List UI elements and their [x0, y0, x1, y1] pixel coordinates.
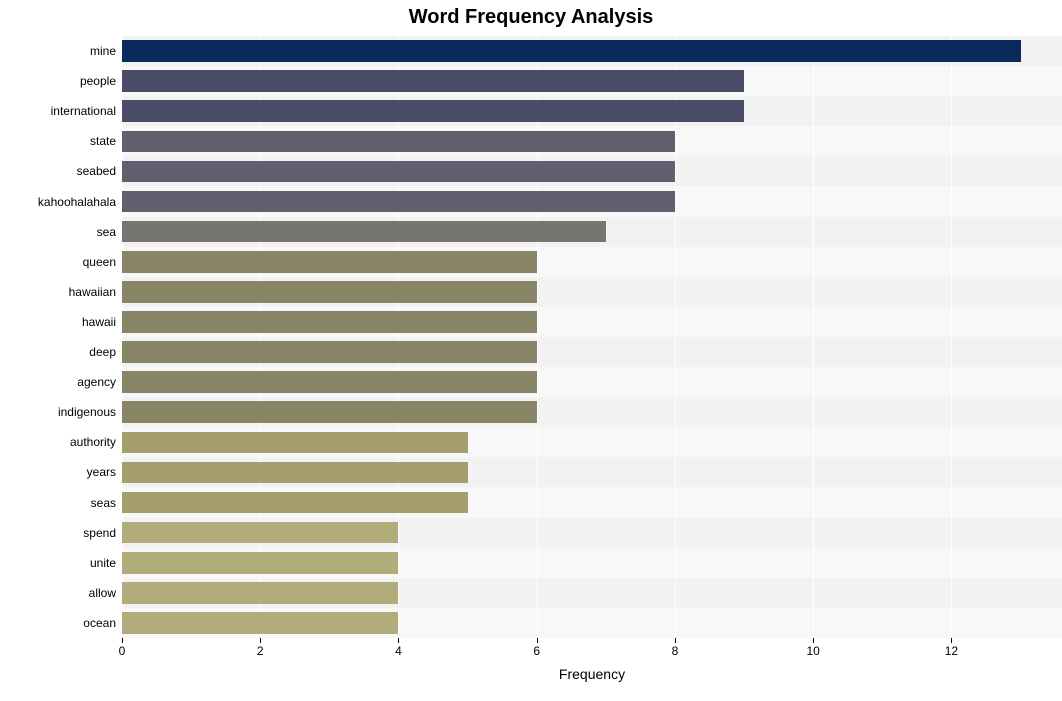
bar — [122, 552, 398, 574]
x-tick-label: 4 — [395, 644, 402, 658]
bar — [122, 401, 537, 423]
y-tick-label: hawaii — [82, 315, 122, 329]
y-tick-label: kahoohalahala — [38, 195, 122, 209]
y-tick-label: people — [80, 74, 122, 88]
y-tick-label: sea — [97, 225, 122, 239]
chart-container: Word Frequency Analysis Frequency 024681… — [0, 0, 1062, 701]
y-tick-label: hawaiian — [69, 285, 122, 299]
y-tick-label: authority — [70, 435, 122, 449]
bar — [122, 462, 468, 484]
x-tick-mark — [537, 638, 538, 643]
bar — [122, 251, 537, 273]
bar — [122, 191, 675, 213]
gridline — [398, 36, 399, 638]
y-tick-label: spend — [83, 526, 122, 540]
gridline — [122, 36, 123, 638]
bar — [122, 281, 537, 303]
gridline — [675, 36, 676, 638]
gridline — [260, 36, 261, 638]
x-axis-label: Frequency — [559, 666, 625, 682]
chart-title: Word Frequency Analysis — [0, 6, 1062, 29]
x-tick-label: 12 — [945, 644, 958, 658]
bar — [122, 371, 537, 393]
y-tick-label: seabed — [77, 164, 122, 178]
bar — [122, 131, 675, 153]
x-tick-mark — [813, 638, 814, 643]
x-tick-mark — [122, 638, 123, 643]
x-tick-mark — [675, 638, 676, 643]
bar — [122, 432, 468, 454]
y-tick-label: seas — [91, 496, 122, 510]
y-tick-label: international — [51, 104, 122, 118]
y-tick-label: queen — [83, 255, 122, 269]
bar — [122, 492, 468, 514]
y-tick-label: mine — [90, 44, 122, 58]
x-tick-mark — [951, 638, 952, 643]
bar — [122, 341, 537, 363]
gridline — [537, 36, 538, 638]
y-tick-label: allow — [89, 586, 122, 600]
y-tick-label: deep — [89, 345, 122, 359]
bar — [122, 522, 398, 544]
x-tick-mark — [260, 638, 261, 643]
bar — [122, 40, 1021, 62]
x-tick-label: 10 — [806, 644, 819, 658]
x-tick-label: 0 — [119, 644, 126, 658]
bar — [122, 161, 675, 183]
y-tick-label: unite — [90, 556, 122, 570]
x-tick-label: 8 — [672, 644, 679, 658]
bar — [122, 311, 537, 333]
x-tick-label: 6 — [533, 644, 540, 658]
y-tick-label: state — [90, 134, 122, 148]
plot-area: Frequency 024681012minepeopleinternation… — [122, 36, 1062, 638]
x-tick-label: 2 — [257, 644, 264, 658]
y-tick-label: agency — [77, 375, 122, 389]
gridline — [951, 36, 952, 638]
gridline — [813, 36, 814, 638]
bar — [122, 612, 398, 634]
bar — [122, 70, 744, 92]
bar — [122, 100, 744, 122]
y-tick-label: ocean — [83, 616, 122, 630]
y-tick-label: indigenous — [58, 405, 122, 419]
y-tick-label: years — [87, 465, 122, 479]
bar — [122, 221, 606, 243]
x-tick-mark — [398, 638, 399, 643]
bar — [122, 582, 398, 604]
